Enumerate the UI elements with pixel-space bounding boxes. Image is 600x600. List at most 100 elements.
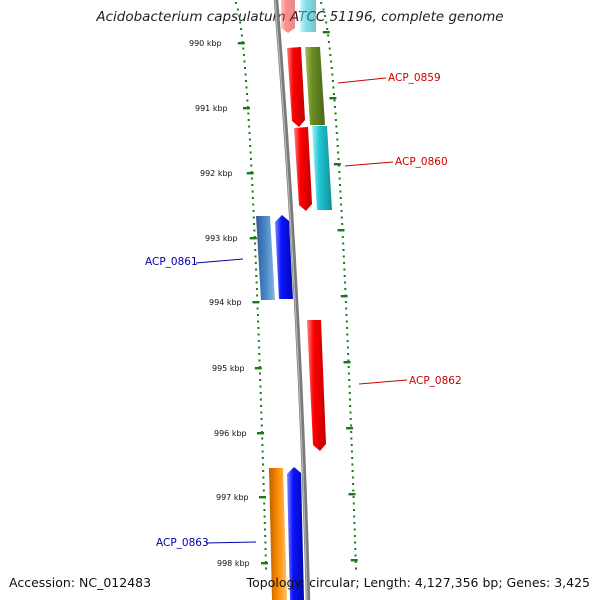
ruler-tick (262, 470, 265, 472)
ruler-label: 997 kbp (216, 493, 249, 502)
ruler-tick (350, 437, 353, 440)
gene-label-acp-0861[interactable]: ACP_0861 (145, 256, 198, 268)
ruler-tick (254, 262, 257, 264)
gene-acp-0863[interactable] (269, 468, 287, 600)
ruler-tick-major (259, 496, 266, 499)
ruler-tick (255, 288, 258, 290)
ruler-tick (350, 444, 353, 446)
ruler-tick (263, 522, 266, 524)
ruler-tick (259, 398, 262, 401)
ruler-tick (240, 28, 243, 30)
ruler-tick (259, 385, 262, 388)
ruler-tick (320, 2, 323, 4)
gene-acp-0861[interactable] (256, 216, 275, 300)
gene-blue-block-lower[interactable] (287, 467, 304, 600)
ruler-tick (333, 93, 335, 95)
ruler-tick (261, 457, 264, 459)
ruler-tick (262, 489, 265, 492)
ruler-tick (252, 210, 255, 212)
ruler-tick (263, 515, 266, 518)
ruler-tick-major (350, 559, 358, 562)
ruler-tick (244, 67, 246, 69)
ruler-tick (343, 275, 346, 277)
ruler-tick (331, 80, 334, 82)
gene-blue-block-upper[interactable] (275, 215, 293, 299)
ruler-tick (251, 184, 254, 186)
ruler-tick (247, 119, 250, 121)
gene-acp-0862[interactable] (307, 320, 326, 451)
ruler-tick (242, 47, 245, 50)
ruler-tick (345, 320, 348, 323)
ruler-tick (352, 483, 355, 485)
ruler-tick (322, 8, 325, 11)
ruler-tick (324, 15, 326, 17)
ruler-tick (334, 106, 336, 108)
ruler-tick (328, 47, 331, 50)
ruler-tick (248, 132, 251, 134)
ruler-tick (242, 54, 245, 56)
gene-cyan-block[interactable] (312, 126, 332, 210)
ruler-tick (336, 145, 339, 147)
ruler-tick (250, 164, 253, 167)
ruler-tick-major (340, 295, 348, 298)
genome-backbone (273, 0, 311, 600)
ruler-tick-major (346, 427, 354, 430)
ruler-tick (236, 8, 239, 11)
ruler-tick (343, 262, 346, 264)
ruler-tick (352, 502, 355, 505)
ruler-tick (354, 561, 357, 563)
ruler-tick (258, 346, 261, 349)
ruler-tick-major (348, 493, 356, 496)
ruler-tick (240, 34, 243, 37)
ruler-tick (257, 327, 260, 329)
ruler-tick (354, 554, 357, 557)
ruler-tick (258, 359, 261, 362)
ruler-tick (257, 340, 260, 342)
ruler-tick (247, 112, 250, 115)
gene-label-acp-0862[interactable]: ACP_0862 (409, 375, 462, 387)
ruler-tick (246, 99, 249, 102)
gene-partial-top-red[interactable] (281, 0, 295, 33)
gene-partial-top-cyan[interactable] (300, 0, 316, 32)
ruler-tick (262, 463, 264, 466)
ruler-tick (330, 60, 333, 63)
ruler-tick (344, 281, 346, 284)
ruler-tick-major (252, 301, 260, 304)
ruler-tick (251, 197, 254, 199)
gene-acp-0860[interactable] (294, 127, 312, 211)
accession-text: Accession: NC_012483 (9, 575, 152, 590)
ruler-tick (341, 236, 344, 238)
ruler-tick (353, 528, 356, 531)
ruler-tick-major (261, 562, 268, 565)
leader-acp-0860 (344, 161, 394, 167)
ruler-tick (238, 15, 241, 17)
ruler-tick (256, 314, 259, 316)
ruler-tick (346, 327, 349, 329)
ruler-tick (335, 132, 338, 134)
ruler-tick (262, 483, 265, 485)
ruler-tick (263, 509, 266, 511)
ruler-tick (253, 223, 256, 225)
ruler-tick (340, 203, 343, 206)
ruler-label: 996 kbp (214, 429, 247, 438)
ruler-tick (263, 502, 266, 505)
gene-acp-0859[interactable] (287, 47, 305, 127)
ruler-tick (341, 223, 344, 225)
ruler-tick (345, 314, 348, 316)
ruler-tick (342, 249, 345, 251)
ruler-tick (347, 359, 350, 362)
gene-label-acp-0860[interactable]: ACP_0860 (395, 156, 448, 168)
ruler-tick (244, 73, 247, 76)
gene-label-acp-0863[interactable]: ACP_0863 (156, 537, 209, 549)
gene-olive-block[interactable] (305, 47, 325, 125)
ruler-tick-major (257, 432, 264, 435)
ruler-tick (245, 80, 247, 82)
gene-label-acp-0859[interactable]: ACP_0859 (388, 72, 441, 84)
ruler-tick-major (322, 31, 330, 34)
ruler-tick (260, 405, 263, 407)
ruler-tick (344, 288, 347, 290)
ruler-tick (348, 379, 351, 381)
ruler-tick (254, 242, 256, 245)
ruler-tick (351, 476, 354, 479)
